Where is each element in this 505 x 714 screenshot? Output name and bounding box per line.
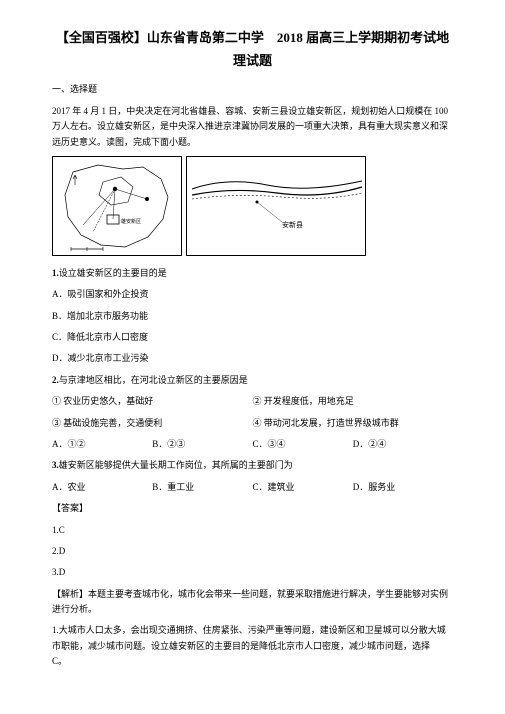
answer-1: 1.C — [52, 523, 453, 537]
map-left-label: 雄安新区 — [121, 218, 141, 225]
q2-option-d: D．②④ — [353, 437, 453, 451]
q1-number: 1. — [52, 268, 59, 278]
q3-options: A．农业 B．重工业 C．建筑业 D．服务业 — [52, 480, 453, 494]
answer-2: 2.D — [52, 544, 453, 558]
map-right: 安新县 — [186, 156, 366, 256]
q2-stmt-4: ④ 带动河北发展，打造世界级城市群 — [253, 416, 454, 430]
q3-option-c: C．建筑业 — [253, 480, 353, 494]
q2-text: 与京津地区相比，在河北设立新区的主要原因是 — [59, 375, 248, 385]
q2-option-c: C．③④ — [253, 437, 353, 451]
figure-row: 雄安新区 安新县 — [52, 156, 453, 256]
q2-option-a: A．①② — [52, 437, 152, 451]
map-left: 雄安新区 — [52, 156, 182, 256]
answer-heading: 【答案】 — [52, 501, 453, 515]
q2-statements-row1: ① 农业历史悠久，基础好 ② 开发程度低，用地充足 — [52, 394, 453, 408]
question-3: 3.雄安新区能够提供大量长期工作岗位，其所属的主要部门为 — [52, 458, 453, 472]
q3-option-b: B．重工业 — [152, 480, 252, 494]
q3-text: 雄安新区能够提供大量长期工作岗位，其所属的主要部门为 — [59, 460, 293, 470]
q2-statements-row2: ③ 基础设施完善，交通便利 ④ 带动河北发展，打造世界级城市群 — [52, 416, 453, 430]
q1-option-a: A．吸引国家和外企投资 — [52, 287, 453, 301]
question-1: 1.设立雄安新区的主要目的是 — [52, 266, 453, 280]
explanation-heading: 【解析】本题主要考查城市化，城市化会带来一些问题，就要采取措施进行解决，学生要能… — [52, 587, 453, 618]
q3-option-a: A．农业 — [52, 480, 152, 494]
question-2: 2.与京津地区相比，在河北设立新区的主要原因是 — [52, 373, 453, 387]
explanation-1: 1.大城市人口太多，会出现交通拥挤、住房紧张、污染严重等问题，建设新区和卫星城可… — [52, 623, 453, 669]
q2-option-b: B．②③ — [152, 437, 252, 451]
q1-option-d: D．减少北京市工业污染 — [52, 351, 453, 365]
q1-option-b: B．增加北京市服务功能 — [52, 309, 453, 323]
page-title: 【全国百强校】山东省青岛第二中学 2018 届高三上学期期初考试地 — [52, 28, 453, 49]
q2-stmt-2: ② 开发程度低，用地充足 — [253, 394, 454, 408]
q2-stmt-1: ① 农业历史悠久，基础好 — [52, 394, 253, 408]
q2-stmt-3: ③ 基础设施完善，交通便利 — [52, 416, 253, 430]
q1-text: 设立雄安新区的主要目的是 — [59, 268, 167, 278]
q3-option-d: D．服务业 — [353, 480, 453, 494]
map-right-label: 安新县 — [282, 220, 303, 229]
q1-option-c: C．降低北京市人口密度 — [52, 330, 453, 344]
q2-number: 2. — [52, 375, 59, 385]
intro-passage: 2017 年 4 月 1 日，中央决定在河北省雄县、容城、安新三县设立雄安新区，… — [52, 104, 453, 150]
section-heading: 一、选择题 — [52, 82, 453, 96]
answer-block: 【答案】 1.C 2.D 3.D — [52, 501, 453, 580]
answer-3: 3.D — [52, 565, 453, 579]
page-subtitle: 理试题 — [52, 51, 453, 72]
q3-number: 3. — [52, 460, 59, 470]
q2-options: A．①② B．②③ C．③④ D．②④ — [52, 437, 453, 451]
